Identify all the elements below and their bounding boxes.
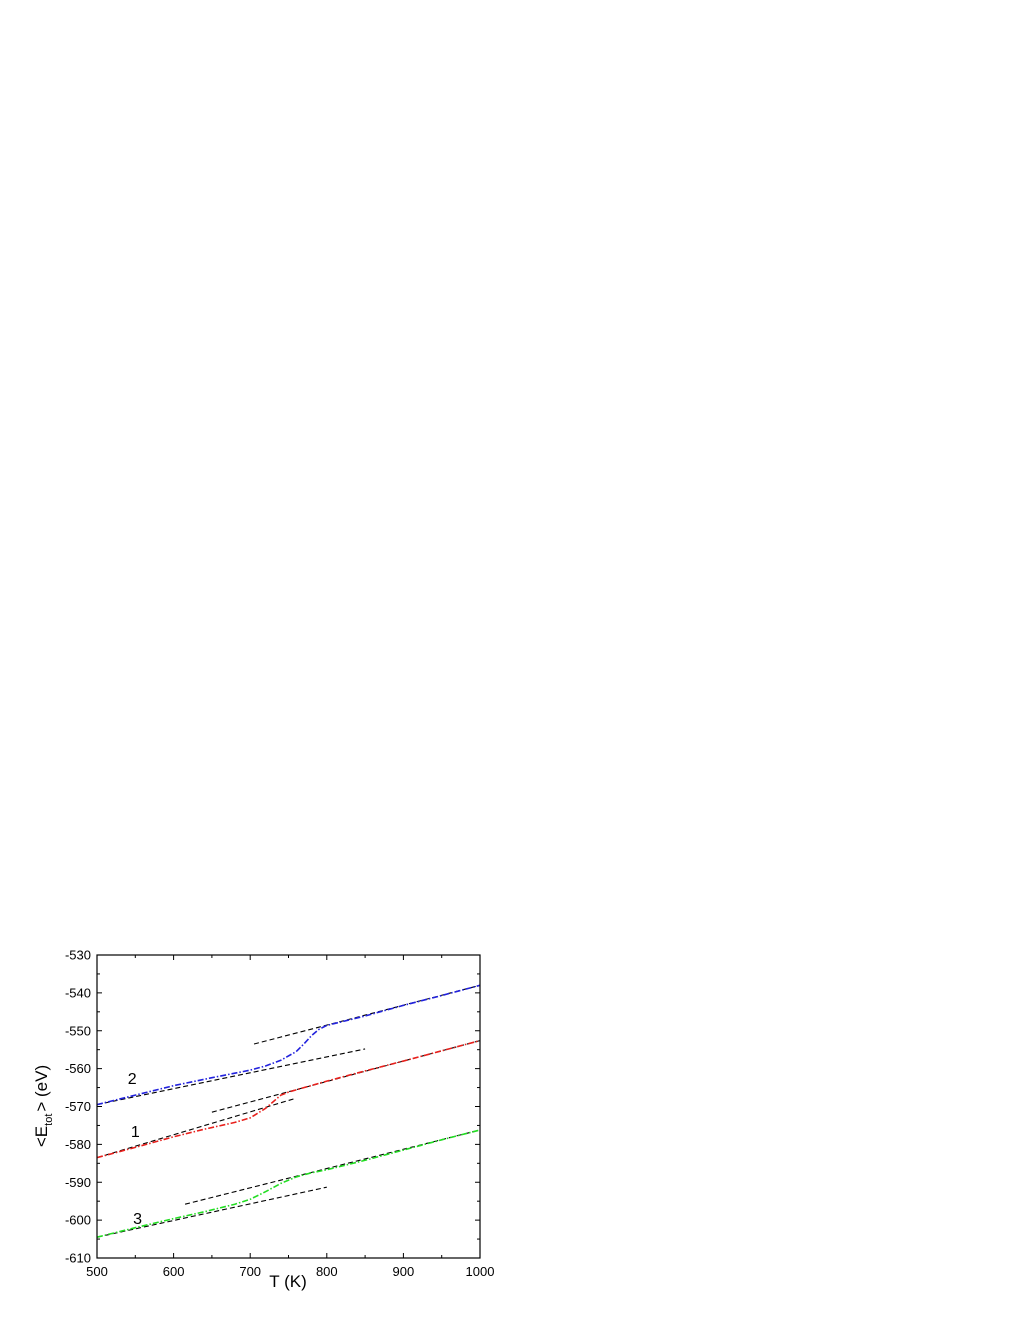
y-tick-label: -610 bbox=[65, 1251, 91, 1266]
series-line-1 bbox=[96, 1039, 481, 1159]
curve-label-1: 1 bbox=[131, 1124, 140, 1141]
y-axis: -530 -540 -550 -560 -570 -580 -590 -600 -610 bbox=[65, 948, 480, 1266]
series-line-2 bbox=[96, 984, 481, 1106]
y-tick-label: -550 bbox=[65, 1023, 91, 1038]
reference-line-6 bbox=[184, 1129, 481, 1205]
curve-label-2: 2 bbox=[128, 1071, 137, 1088]
x-tick-label: 700 bbox=[239, 1264, 261, 1279]
y-tick-label: -580 bbox=[65, 1137, 91, 1152]
y-axis-title-suffix: > (eV) bbox=[32, 1065, 51, 1112]
reference-lines bbox=[96, 984, 481, 1238]
y-tick-label: -540 bbox=[65, 985, 91, 1000]
x-tick-label: 900 bbox=[393, 1264, 415, 1279]
curve-label-3: 3 bbox=[133, 1211, 142, 1228]
x-tick-label: 1000 bbox=[466, 1264, 495, 1279]
y-axis-title: <Etot > (eV) bbox=[32, 1065, 55, 1147]
reference-line-2 bbox=[211, 1040, 481, 1113]
x-tick-label: 800 bbox=[316, 1264, 338, 1279]
reference-line-1 bbox=[96, 1097, 297, 1159]
series-line-3 bbox=[96, 1129, 481, 1238]
curve-labels: 1 2 3 bbox=[128, 1071, 142, 1228]
y-tick-label: -590 bbox=[65, 1175, 91, 1190]
reference-line-5 bbox=[96, 1186, 327, 1238]
x-axis-title: T (K) bbox=[269, 1272, 306, 1291]
y-axis-title-prefix: <E bbox=[32, 1126, 51, 1147]
y-tick-label: -600 bbox=[65, 1213, 91, 1228]
x-axis: 500 600 700 800 900 1000 bbox=[86, 955, 494, 1279]
reference-line-3 bbox=[96, 1048, 366, 1106]
y-axis-title-subscript: tot bbox=[43, 1114, 55, 1126]
y-tick-label: -560 bbox=[65, 1061, 91, 1076]
data-series bbox=[96, 984, 481, 1238]
x-tick-label: 600 bbox=[163, 1264, 185, 1279]
y-tick-label: -570 bbox=[65, 1099, 91, 1114]
y-tick-label: -530 bbox=[65, 948, 91, 963]
x-tick-label: 500 bbox=[86, 1264, 108, 1279]
